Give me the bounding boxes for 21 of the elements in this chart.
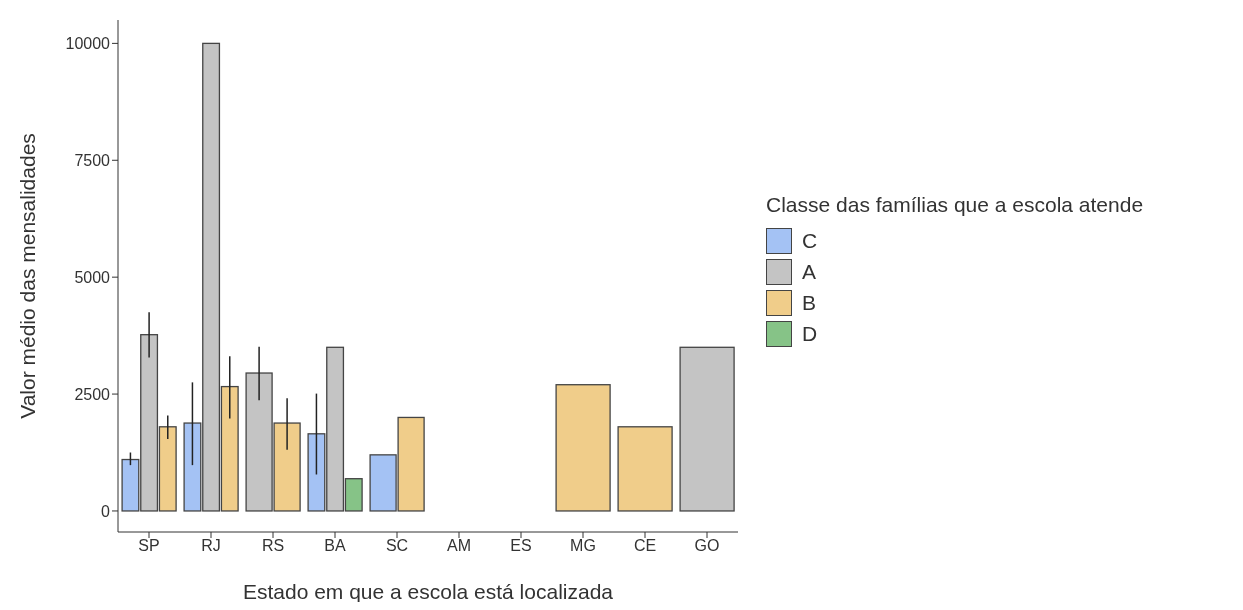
legend-title: Classe das famílias que a escola atende <box>766 193 1144 217</box>
legend-label: C <box>802 228 818 253</box>
x-tick-label: BA <box>324 537 346 555</box>
x-tick-label: GO <box>694 537 720 555</box>
y-tick-label: 2500 <box>74 385 111 403</box>
x-tick-label: RS <box>261 537 285 555</box>
legend-label: B <box>802 290 817 315</box>
x-tick-label: MG <box>570 537 596 555</box>
x-tick-label: AM <box>447 537 471 555</box>
legend-label: D <box>802 321 818 346</box>
x-tick-label: CE <box>633 537 657 555</box>
y-tick-label: 7500 <box>74 151 111 169</box>
x-tick-label: SC <box>385 537 409 555</box>
y-axis-title: Valor médio das mensalidades <box>16 133 40 419</box>
x-tick-label: ES <box>510 537 532 555</box>
x-tick-label: RJ <box>201 537 221 555</box>
y-tick-label: 0 <box>101 502 111 520</box>
y-tick-label: 10000 <box>65 35 111 53</box>
x-tick-label: SP <box>138 537 160 555</box>
legend-label: A <box>802 259 817 284</box>
y-tick-label: 5000 <box>74 268 111 286</box>
